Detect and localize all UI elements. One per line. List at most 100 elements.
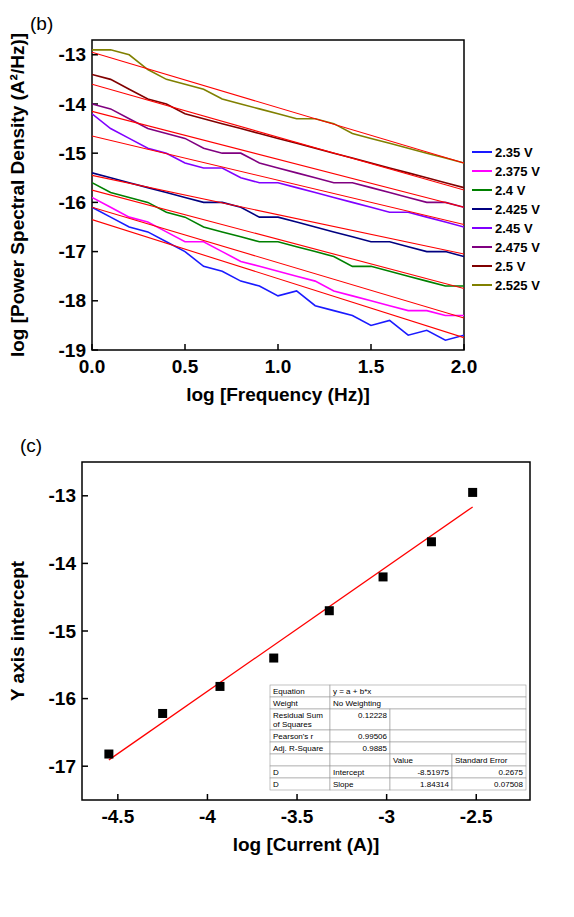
legend-label: 2.525 V bbox=[495, 278, 540, 293]
data-point bbox=[104, 750, 113, 759]
y-tick bbox=[82, 698, 88, 700]
table-cell bbox=[452, 778, 526, 790]
table-text: 0.07508 bbox=[494, 780, 523, 789]
fit-line bbox=[92, 84, 464, 190]
table-cell bbox=[390, 742, 526, 754]
table-cell bbox=[270, 709, 330, 730]
table-text: 0.2675 bbox=[499, 768, 524, 777]
y-tick-label: -14 bbox=[49, 553, 77, 574]
x-tick bbox=[277, 344, 279, 350]
plot-frame bbox=[92, 40, 464, 350]
table-cell bbox=[390, 754, 452, 766]
x-tick bbox=[296, 794, 298, 800]
x-tick bbox=[207, 794, 209, 800]
legend-swatch bbox=[472, 151, 492, 153]
legend-swatch bbox=[472, 189, 492, 191]
fit-line bbox=[92, 220, 464, 338]
y-tick bbox=[82, 563, 88, 565]
legend-label: 2.375 V bbox=[495, 164, 540, 179]
table-text: Residual Sumof Squares bbox=[273, 711, 323, 729]
table-text: 1.84314 bbox=[420, 780, 449, 789]
table-text: Equation bbox=[273, 687, 305, 696]
table-text: Adj. R-Square bbox=[273, 744, 324, 753]
legend-label: 2.35 V bbox=[495, 145, 533, 160]
table-cell bbox=[270, 697, 330, 709]
table-text: 0.99506 bbox=[358, 732, 387, 741]
table-cell bbox=[390, 709, 526, 730]
y-axis-title: log [Power Spectral Density (A²/Hz)] bbox=[7, 33, 28, 357]
data-point bbox=[215, 682, 224, 691]
table-text-line: Residual Sum bbox=[273, 711, 323, 720]
fit-line bbox=[92, 111, 464, 207]
legend-label: 2.5 V bbox=[495, 259, 526, 274]
table-text: Value bbox=[393, 756, 413, 765]
table-text: Standard Error bbox=[455, 756, 508, 765]
y-tick bbox=[82, 765, 88, 767]
table-cell bbox=[270, 766, 330, 778]
x-tick bbox=[475, 794, 477, 800]
table-cell bbox=[330, 709, 390, 730]
x-tick-label: 0.5 bbox=[172, 356, 199, 377]
table-cell bbox=[330, 697, 526, 709]
series-line bbox=[92, 74, 464, 187]
plot-data bbox=[92, 50, 464, 340]
y-tick-label: -15 bbox=[59, 143, 87, 164]
x-tick bbox=[91, 344, 93, 350]
x-axis-title: log [Current (A)] bbox=[233, 834, 380, 855]
figure: 0.00.51.01.52.0-19-18-17-16-15-14-13log … bbox=[0, 0, 574, 917]
table-text: y = a + b*x bbox=[333, 687, 371, 696]
table-cell bbox=[330, 742, 390, 754]
table-cell bbox=[330, 730, 390, 742]
x-tick-label: -4 bbox=[199, 806, 216, 827]
series-line bbox=[92, 173, 464, 257]
x-tick bbox=[386, 794, 388, 800]
data-point bbox=[325, 606, 334, 615]
y-axis-title: Y axis intercept bbox=[7, 560, 28, 701]
data-point bbox=[158, 709, 167, 718]
y-tick bbox=[82, 630, 88, 632]
x-tick-label: 1.0 bbox=[265, 356, 291, 377]
plot-frame bbox=[82, 462, 530, 800]
y-tick bbox=[92, 152, 98, 154]
table-cell bbox=[330, 754, 390, 766]
fit-line bbox=[92, 175, 464, 254]
table-text: 0.9885 bbox=[363, 744, 388, 753]
y-tick bbox=[92, 202, 98, 204]
y-tick-label: -13 bbox=[49, 485, 76, 506]
legend-label: 2.475 V bbox=[495, 240, 540, 255]
x-tick-label: -3 bbox=[378, 806, 395, 827]
legend-swatch bbox=[472, 227, 492, 229]
series-line bbox=[92, 50, 464, 163]
table-cell bbox=[270, 742, 330, 754]
legend-swatch bbox=[472, 265, 492, 267]
x-tick bbox=[117, 794, 119, 800]
legend-label: 2.45 V bbox=[495, 221, 533, 236]
data-point bbox=[379, 572, 388, 581]
y-tick bbox=[82, 495, 88, 497]
series-line bbox=[92, 104, 464, 207]
table-cell bbox=[270, 730, 330, 742]
x-tick-label: -2.5 bbox=[460, 806, 493, 827]
table-cell bbox=[270, 778, 330, 790]
y-tick-label: -19 bbox=[59, 340, 86, 361]
table-cell bbox=[270, 685, 330, 697]
data-point bbox=[468, 488, 477, 497]
fit-line bbox=[92, 190, 464, 288]
table-text: Slope bbox=[333, 780, 354, 789]
legend-swatch bbox=[472, 170, 492, 172]
panel-label: (c) bbox=[20, 435, 42, 456]
y-tick bbox=[92, 251, 98, 253]
legend-swatch bbox=[472, 208, 492, 210]
x-axis-title: log [Frequency (Hz)] bbox=[186, 384, 370, 405]
axes: -4.5-4-3.5-3-2.5-17-16-15-14-13log [Curr… bbox=[7, 435, 530, 855]
y-tick-label: -14 bbox=[59, 94, 87, 115]
table-cell bbox=[390, 778, 452, 790]
table-text: D bbox=[273, 780, 279, 789]
x-tick bbox=[463, 344, 465, 350]
y-tick bbox=[92, 300, 98, 302]
table-cell bbox=[390, 766, 452, 778]
table-cell bbox=[452, 766, 526, 778]
data-point bbox=[269, 654, 278, 663]
x-tick bbox=[370, 344, 372, 350]
table-text: Weight bbox=[273, 699, 299, 708]
